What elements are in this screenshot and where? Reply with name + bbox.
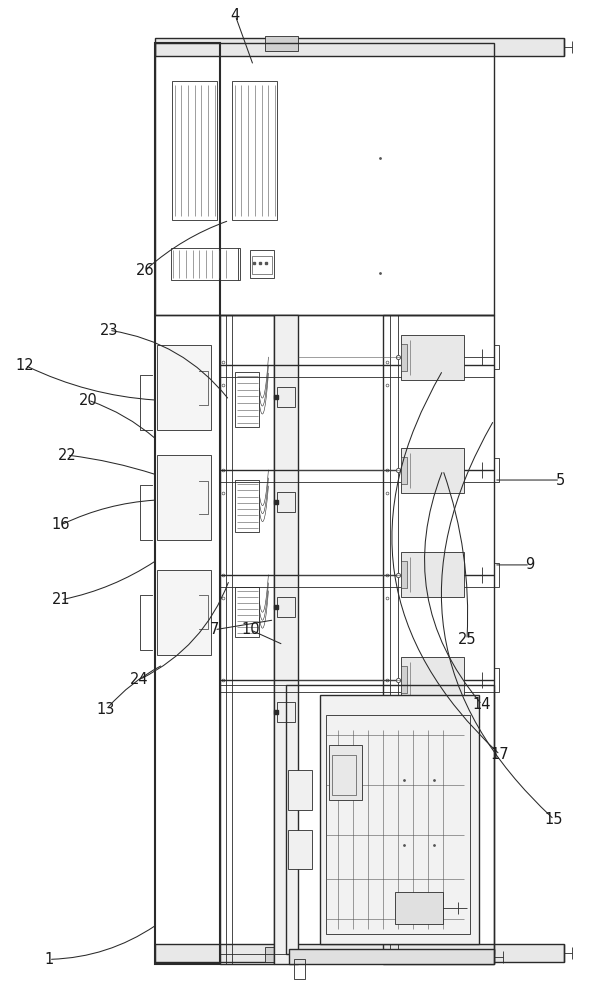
Bar xyxy=(265,947,298,962)
Bar xyxy=(172,81,217,220)
Bar xyxy=(395,892,443,924)
Bar xyxy=(320,695,479,944)
Bar xyxy=(289,949,494,964)
Bar xyxy=(265,36,298,51)
Text: 22: 22 xyxy=(57,448,76,463)
Bar xyxy=(329,745,362,800)
Bar xyxy=(288,830,312,869)
Bar xyxy=(277,597,295,617)
Text: 5: 5 xyxy=(555,473,565,488)
Text: 9: 9 xyxy=(525,557,535,572)
Bar xyxy=(294,959,305,979)
Bar xyxy=(332,755,356,795)
Text: 4: 4 xyxy=(231,8,240,23)
Bar xyxy=(156,38,564,56)
Text: 7: 7 xyxy=(210,622,219,637)
Bar xyxy=(277,492,295,512)
Bar xyxy=(401,561,407,588)
Bar xyxy=(277,702,295,722)
Text: 20: 20 xyxy=(78,393,97,408)
Bar xyxy=(286,685,494,954)
Text: 15: 15 xyxy=(545,812,563,827)
Bar xyxy=(156,944,564,962)
Text: 13: 13 xyxy=(97,702,115,717)
Text: 14: 14 xyxy=(473,697,491,712)
Text: 1: 1 xyxy=(44,952,54,967)
Bar xyxy=(157,455,211,540)
Text: 10: 10 xyxy=(241,622,260,637)
Bar xyxy=(401,666,407,693)
Bar xyxy=(157,345,211,430)
Bar xyxy=(220,685,298,954)
Bar xyxy=(220,315,274,964)
Bar xyxy=(326,715,470,934)
Bar xyxy=(235,587,259,637)
Bar xyxy=(252,256,272,274)
Text: 21: 21 xyxy=(51,592,70,607)
Bar xyxy=(401,448,464,493)
Text: 12: 12 xyxy=(16,358,34,373)
Bar xyxy=(401,552,464,597)
Text: 23: 23 xyxy=(99,323,118,338)
Bar xyxy=(401,657,464,702)
Text: 16: 16 xyxy=(52,517,70,532)
Text: 25: 25 xyxy=(458,632,476,647)
Bar xyxy=(401,344,407,371)
Bar xyxy=(401,335,464,380)
Bar xyxy=(274,315,298,964)
Bar xyxy=(156,43,494,315)
Bar xyxy=(157,570,211,655)
Bar xyxy=(494,458,499,482)
Text: 17: 17 xyxy=(491,747,510,762)
Bar xyxy=(288,770,312,810)
Bar xyxy=(401,457,407,484)
Bar xyxy=(494,668,499,692)
Bar xyxy=(171,248,240,280)
Bar xyxy=(277,387,295,407)
Text: 24: 24 xyxy=(130,672,148,687)
Bar xyxy=(494,345,499,369)
Bar xyxy=(232,81,277,220)
Bar xyxy=(156,43,220,964)
Bar xyxy=(235,372,259,427)
Bar xyxy=(250,250,274,278)
Text: 26: 26 xyxy=(136,263,154,278)
Bar xyxy=(494,563,499,587)
Bar xyxy=(383,315,494,964)
Bar xyxy=(235,480,259,532)
